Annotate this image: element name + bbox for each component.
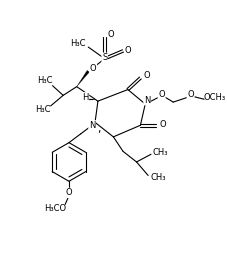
Text: CH₃: CH₃ [152,148,168,157]
Text: O: O [124,47,131,55]
Text: O: O [187,90,193,99]
Text: O: O [89,64,96,73]
Text: OCH₃: OCH₃ [203,93,225,102]
Text: O: O [143,70,150,80]
Text: N: N [89,121,95,130]
Text: H: H [82,93,88,102]
Polygon shape [76,70,89,87]
Text: ,: , [97,124,100,134]
Text: S: S [102,53,107,62]
Text: O: O [65,188,72,197]
Text: H₃C: H₃C [70,39,85,48]
Text: N: N [143,96,150,105]
Text: H₃CO: H₃CO [44,204,66,213]
Text: O: O [159,120,165,129]
Text: O: O [107,30,113,39]
Text: CH₃: CH₃ [149,173,165,182]
Text: H₃C: H₃C [37,76,52,85]
Text: H₃C: H₃C [35,105,50,114]
Text: O: O [158,90,164,99]
